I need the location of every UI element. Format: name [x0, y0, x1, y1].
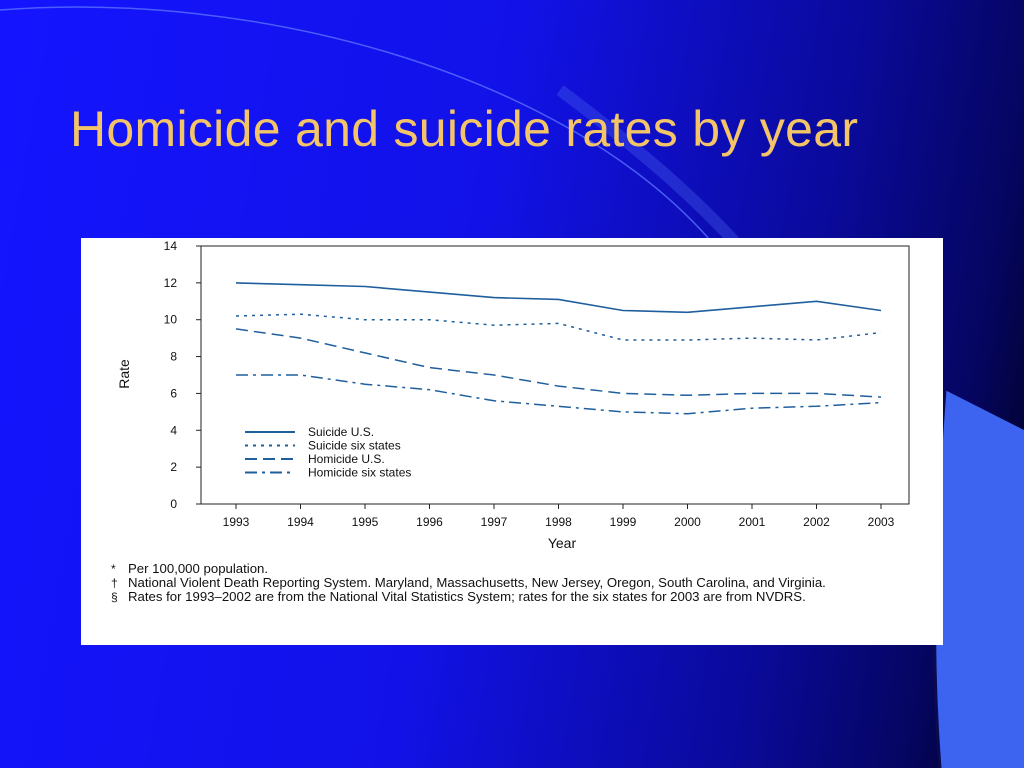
series-line-3 — [235, 328, 882, 398]
slide-title: Homicide and suicide rates by year — [70, 101, 859, 157]
legend-entry: Homicide U.S. — [308, 452, 385, 466]
y-tick-label: 8 — [170, 350, 177, 364]
x-tick-label: 2000 — [674, 515, 701, 529]
y-tick-label: 12 — [164, 276, 178, 290]
series-line-1 — [235, 282, 882, 314]
chart-footnotes: * Per 100,000 population. † National Vio… — [111, 561, 921, 605]
legend-entry: Homicide six states — [308, 466, 411, 480]
x-tick-label: 1997 — [481, 515, 508, 529]
chart-series-lines — [235, 282, 882, 415]
y-tick-label: 14 — [164, 239, 178, 253]
x-tick-label: 1994 — [287, 515, 314, 529]
x-tick-label: 1996 — [416, 515, 443, 529]
chart-axes: 0 2 4 6 8 10 12 14 1993 1994 1995 1996 1997 1998 1999 2… — [164, 239, 910, 529]
x-tick-label: 2001 — [739, 515, 766, 529]
footnote-mark: § — [111, 590, 118, 604]
footnote: § Rates for 1993–2002 are from the Natio… — [111, 589, 921, 605]
legend-entry: Suicide U.S. — [308, 425, 374, 439]
x-axis-label: Year — [548, 535, 577, 551]
footnote-mark: * — [111, 562, 116, 576]
series-line-2 — [235, 313, 882, 341]
legend-entry: Suicide six states — [308, 439, 401, 453]
footnote-text: National Violent Death Reporting System.… — [128, 575, 826, 590]
y-tick-label: 10 — [164, 313, 178, 327]
line-chart: 0 2 4 6 8 10 12 14 1993 1994 1995 1996 1997 1998 1999 2… — [116, 239, 910, 551]
footnote-text: Per 100,000 population. — [128, 561, 269, 576]
y-tick-label: 6 — [170, 386, 177, 400]
footnote: * Per 100,000 population. — [111, 561, 921, 577]
footnote-mark: † — [111, 576, 118, 590]
x-tick-label: 2002 — [803, 515, 830, 529]
footnote-text: Rates for 1993–2002 are from the Nationa… — [128, 589, 806, 604]
x-tick-label: 1998 — [545, 515, 572, 529]
plot-frame — [200, 245, 910, 505]
footnote: † National Violent Death Reporting Syste… — [111, 575, 921, 591]
chart-figure: 0 2 4 6 8 10 12 14 1993 1994 1995 1996 1997 1998 1999 2… — [81, 238, 943, 645]
y-tick-label: 4 — [170, 423, 177, 437]
x-tick-label: 1995 — [352, 515, 379, 529]
x-tick-label: 1999 — [610, 515, 637, 529]
series-line-4 — [236, 374, 882, 415]
x-tick-label: 1993 — [223, 515, 250, 529]
y-tick-label: 2 — [170, 460, 177, 474]
x-tick-label: 2003 — [868, 515, 895, 529]
y-tick-label: 0 — [170, 497, 177, 511]
y-axis-label: Rate — [116, 359, 132, 389]
